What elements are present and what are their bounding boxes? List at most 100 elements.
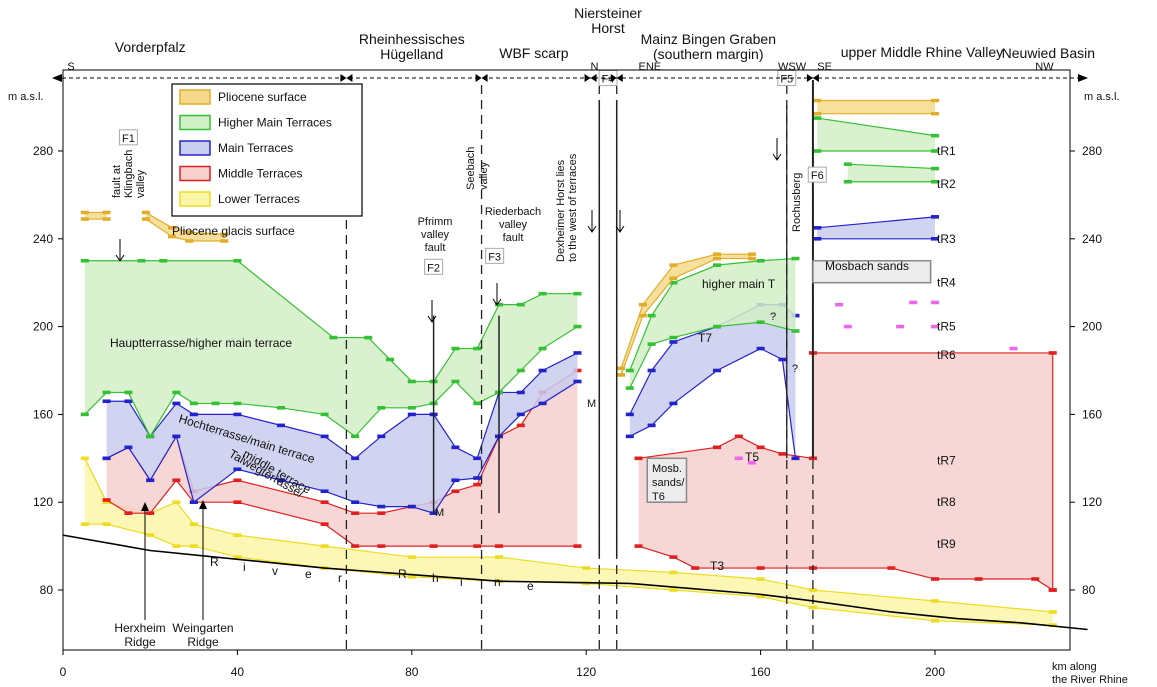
higher-terrace-marker — [190, 402, 198, 406]
separator-arrow-icon — [346, 74, 352, 82]
higher-terrace-marker — [233, 259, 241, 263]
terrace-level-label: tR7 — [937, 453, 956, 467]
main-terrace-marker — [931, 215, 939, 219]
middle-terrace-marker — [495, 544, 503, 548]
y-tick-label-right: 80 — [1082, 583, 1096, 597]
pliocene-terrace-marker — [713, 257, 721, 261]
higher-terrace-marker — [648, 314, 656, 318]
pliocene-terrace-marker — [81, 211, 89, 215]
region-label: Horst — [591, 20, 625, 36]
lower-terrace-marker — [233, 533, 241, 537]
rochusberg-label: Rochusberg — [791, 173, 803, 232]
y-tick-label-right: 200 — [1082, 320, 1102, 334]
higher-terrace-marker — [813, 116, 821, 120]
y-tick-label-left: 160 — [33, 407, 53, 421]
t7-label: T7 — [698, 331, 712, 345]
herxheim-ridge-label: Ridge — [124, 635, 156, 649]
main-terrace-marker — [146, 478, 154, 482]
y-tick-label-left: 200 — [33, 320, 53, 334]
pink-terrace-marker — [909, 301, 917, 305]
higher-terrace-marker — [377, 406, 385, 410]
riederbach-fault-label: valley — [499, 219, 528, 231]
higher-terrace-marker — [137, 259, 145, 263]
higher-terrace-marker — [364, 336, 372, 340]
pliocene-terrace-marker — [748, 257, 756, 261]
legend-swatch — [180, 192, 210, 206]
x-tick-label: 80 — [405, 665, 419, 679]
middle-terrace-marker — [635, 544, 643, 548]
main-terrace-area — [817, 217, 935, 239]
middle-terrace-marker — [430, 544, 438, 548]
fault-code-label: F1 — [122, 133, 135, 145]
question-label: ? — [770, 311, 776, 323]
higher-terrace-marker — [81, 259, 89, 263]
x-tick-label: 200 — [925, 665, 945, 679]
higher-terrace-marker — [626, 369, 634, 373]
pliocene-terrace-marker — [813, 112, 821, 116]
separator-arrow-icon — [585, 74, 591, 82]
middle-terrace-marker — [146, 511, 154, 515]
pliocene-terrace-marker — [142, 211, 150, 215]
lower-terrace-marker — [103, 522, 111, 526]
t5-label: T5 — [745, 450, 759, 464]
higher-terrace-marker — [473, 402, 481, 406]
x-axis-label: km along — [1052, 661, 1097, 673]
y-tick-label-right: 280 — [1082, 144, 1102, 158]
main-terrace-marker — [377, 505, 385, 509]
middle-terrace-marker — [635, 457, 643, 461]
higher-terrace-marker — [844, 180, 852, 184]
legend-swatch — [180, 141, 210, 155]
higher-terrace-marker — [517, 369, 525, 373]
higher-terrace-marker — [386, 358, 394, 362]
higher-terrace-marker — [146, 435, 154, 439]
main-terrace-marker — [321, 435, 329, 439]
x-tick-label: 40 — [231, 665, 245, 679]
y-tick-label-left: 80 — [40, 583, 54, 597]
t3-label: T3 — [710, 559, 724, 573]
pliocene-terrace-marker — [617, 367, 625, 371]
river-rhine-letter: i — [243, 560, 246, 574]
region-label: Neuwied Basin — [1002, 45, 1095, 61]
main-terrace-marker — [669, 402, 677, 406]
higher-terrace-marker — [517, 303, 525, 307]
pink-terrace-marker — [931, 301, 939, 305]
weingarten-ridge-label: Ridge — [187, 635, 219, 649]
higher-terrace-marker — [713, 263, 721, 267]
main-terrace-marker — [124, 399, 132, 403]
legend-swatch — [180, 90, 210, 104]
lower-terrace-marker — [809, 606, 817, 610]
main-terrace-marker — [103, 399, 111, 403]
middle-terrace-marker — [778, 452, 786, 456]
lower-terrace-marker — [757, 577, 765, 581]
lower-terrace-marker — [172, 544, 180, 548]
higher-terrace-marker — [103, 391, 111, 395]
fault-klingbach-label: valley — [135, 169, 147, 198]
higher-terrace-marker — [813, 149, 821, 153]
middle-terrace-marker — [887, 566, 895, 570]
higher-terrace-marker — [451, 380, 459, 384]
higher-terrace-marker — [277, 406, 285, 410]
middle-terrace-area — [639, 353, 1053, 590]
region-label: upper Middle Rhine Valley — [841, 44, 1003, 60]
higher-terrace-marker — [931, 167, 939, 171]
higher-terrace-marker — [844, 162, 852, 166]
higher-terrace-marker — [791, 329, 799, 333]
region-label: Hügelland — [380, 46, 443, 62]
main-terrace-marker — [648, 369, 656, 373]
pliocene-terrace-marker — [931, 112, 939, 116]
terrace-level-label: tR6 — [937, 348, 956, 362]
lower-terrace-marker — [81, 457, 89, 461]
lower-terrace-marker — [408, 555, 416, 559]
fault-code-label: F5 — [780, 74, 793, 86]
seebach-valley-label: valley — [478, 161, 490, 190]
legend-label: Middle Terraces — [218, 167, 302, 181]
river-rhine-letter: R — [210, 555, 219, 569]
fault-code-label: F6 — [811, 170, 824, 182]
main-terrace-marker — [408, 413, 416, 417]
middle-terrace-marker — [321, 500, 329, 504]
lower-terrace-marker — [582, 566, 590, 570]
region-label: (southern margin) — [653, 46, 764, 62]
pliocene-terrace-marker — [713, 252, 721, 256]
fault-klingbach-label: fault at — [111, 165, 123, 198]
main-terrace-marker — [517, 413, 525, 417]
